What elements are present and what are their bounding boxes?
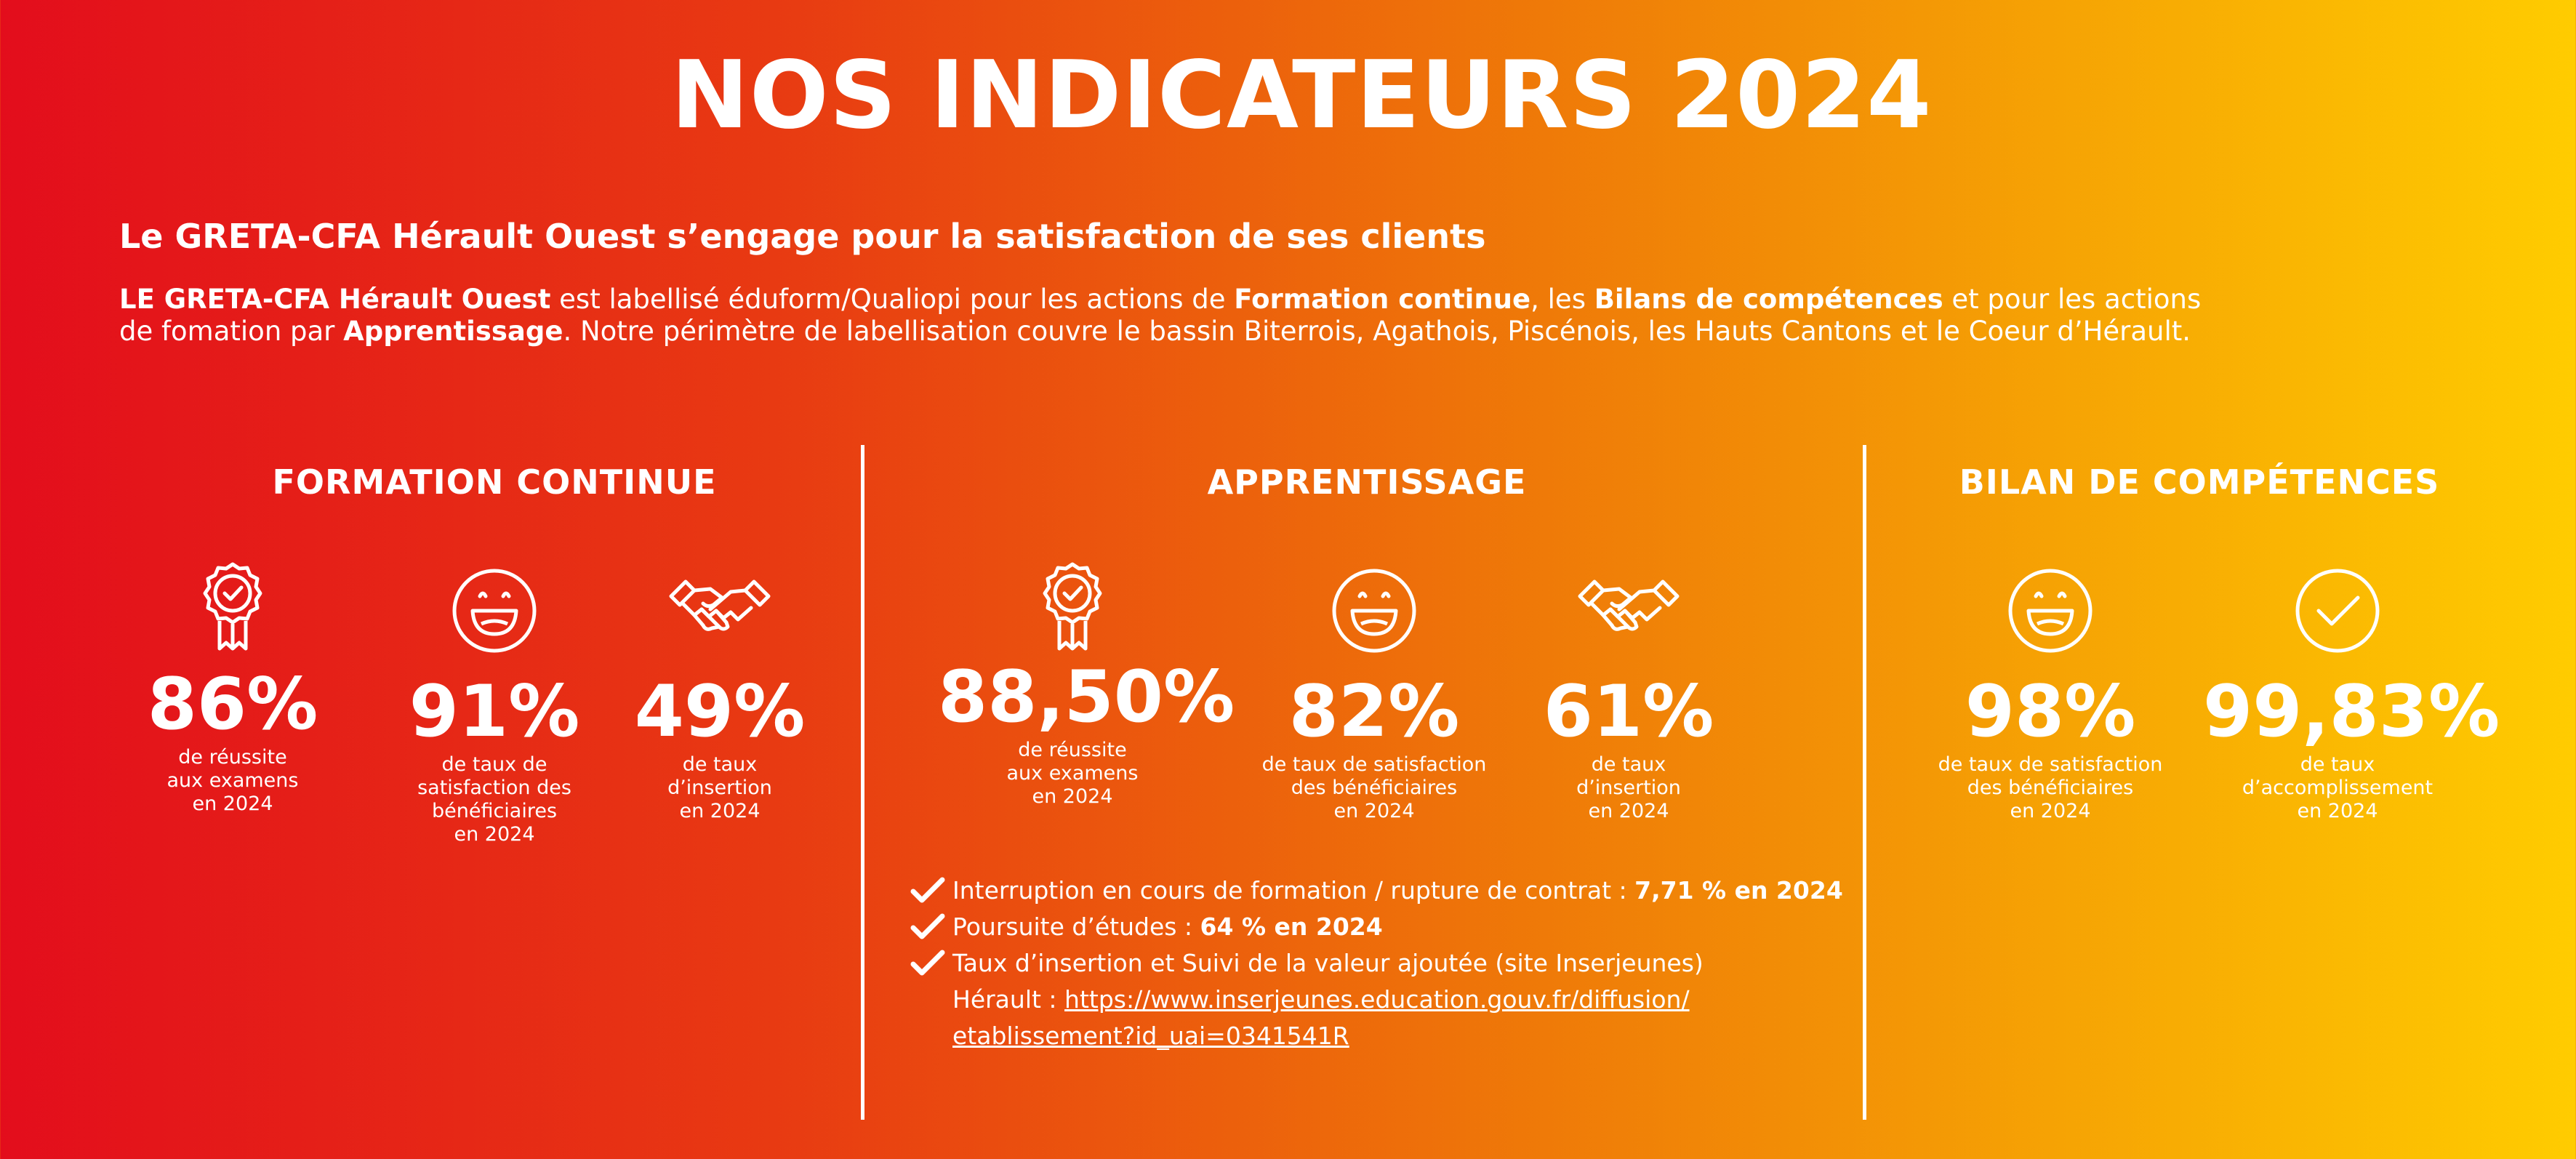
column-divider (861, 445, 864, 1120)
intro-text: est labellisé éduform/Qualiopi pour les … (550, 284, 1235, 315)
intro-org: LE GRETA-CFA Hérault Ouest (119, 284, 551, 315)
stat-value: 49% (634, 670, 806, 753)
intro-text: , les (1530, 284, 1594, 315)
desc-line: des bénéficiaires (1967, 777, 2134, 799)
desc-line: aux examens (1006, 762, 1139, 785)
desc-line: de taux de (441, 753, 547, 776)
desc-line: d’insertion (667, 777, 772, 799)
check-value: 64 % en 2024 (1200, 913, 1383, 941)
page-subtitle: Le GRETA-CFA Hérault Ouest s’engage pour… (119, 217, 1486, 256)
check-text: Taux d’insertion et Suivi de la valeur a… (952, 949, 1704, 977)
stat-value: 98% (1965, 670, 2136, 753)
intro-text: et pour les actions de fomation par (119, 284, 2202, 347)
stat-fc-insertion: 49% de taux d’insertion en 2024 (611, 574, 829, 823)
smiley-icon (452, 569, 537, 653)
column-divider (1863, 445, 1866, 1120)
check-icon (910, 877, 945, 903)
desc-line: de taux de satisfaction (1938, 753, 2163, 776)
stat-description: de taux de satisfaction des bénéficiaire… (1934, 753, 2167, 823)
desc-line: en 2024 (2297, 800, 2378, 822)
stat-bilan-satisfaction: 98% de taux de satisfaction des bénéfici… (1934, 567, 2167, 823)
inserjeunes-link[interactable]: https://www.inserjeunes.education.gouv.f… (1064, 985, 1690, 1014)
desc-line: en 2024 (454, 823, 535, 846)
stat-value: 99,83% (2203, 670, 2500, 753)
stat-fc-satisfaction: 91% de taux de satisfaction des bénéfici… (378, 567, 611, 846)
desc-line: en 2024 (1588, 800, 1669, 822)
desc-line: de taux (682, 753, 758, 776)
desc-line: des bénéficiaires (1291, 777, 1458, 799)
check-item: Poursuite d’études : 64 % en 2024 (907, 909, 1843, 945)
desc-line: en 2024 (1032, 785, 1113, 808)
stat-description: de réussite aux examens en 2024 (116, 746, 349, 816)
heading-bilan: BILAN DE COMPÉTENCES (1959, 462, 2440, 502)
inserjeunes-link-cont[interactable]: etablissement?id_uai=0341541R (952, 1022, 1349, 1050)
check-circle-icon (2295, 569, 2380, 653)
desc-line: de réussite (178, 746, 287, 769)
desc-line: d’insertion (1576, 777, 1681, 799)
desc-line: de réussite (1018, 739, 1127, 761)
intro-bilans: Bilans de compétences (1594, 284, 1943, 315)
link-prefix: Hérault : (952, 985, 1065, 1014)
check-text: Interruption en cours de formation / rup… (952, 876, 1635, 905)
check-icon (910, 950, 945, 976)
check-text: Poursuite d’études : (952, 913, 1200, 941)
stat-app-satisfaction: 82% de taux de satisfaction des bénéfici… (1251, 567, 1498, 823)
stat-value: 88,50% (938, 656, 1235, 739)
stat-value: 82% (1288, 670, 1460, 753)
intro-formation-continue: Formation continue (1234, 284, 1531, 315)
apprentissage-checklist: Interruption en cours de formation / rup… (907, 873, 1843, 1054)
intro-text: . Notre périmètre de labellisation couvr… (563, 316, 2191, 347)
check-value: 7,71 % en 2024 (1634, 876, 1843, 905)
stat-description: de taux d’insertion en 2024 (1520, 753, 1738, 823)
award-ribbon-icon (1043, 562, 1102, 651)
page-title: NOS INDICATEURS 2024 (670, 41, 1933, 150)
check-item: Interruption en cours de formation / rup… (907, 873, 1843, 909)
stat-app-insertion: 61% de taux d’insertion en 2024 (1520, 574, 1738, 823)
check-item: Taux d’insertion et Suivi de la valeur a… (907, 945, 1843, 1054)
heading-apprentissage: APPRENTISSAGE (1207, 462, 1527, 502)
check-icon (910, 913, 945, 939)
desc-line: de taux (1591, 753, 1666, 776)
stat-description: de taux d’insertion en 2024 (611, 753, 829, 823)
desc-line: en 2024 (2010, 800, 2091, 822)
heading-formation-continue: FORMATION CONTINUE (272, 462, 717, 502)
smiley-icon (2008, 569, 2093, 653)
desc-line: en 2024 (192, 793, 273, 815)
stat-value: 61% (1543, 670, 1714, 753)
desc-line: satisfaction des (417, 777, 571, 799)
stat-fc-reussite: 86% de réussite aux examens en 2024 (116, 560, 349, 816)
intro-apprentissage: Apprentissage (343, 316, 563, 347)
smiley-icon (1332, 569, 1416, 653)
desc-line: en 2024 (679, 800, 761, 822)
intro-paragraph: LE GRETA-CFA Hérault Ouest est labellisé… (119, 284, 2213, 348)
stat-description: de taux de satisfaction des bénéficiaire… (1251, 753, 1498, 823)
stat-description: de taux de satisfaction des bénéficiaire… (378, 753, 611, 846)
award-ribbon-icon (203, 562, 262, 651)
desc-line: bénéficiaires (431, 800, 558, 822)
stat-description: de réussite aux examens en 2024 (938, 739, 1207, 809)
stat-value: 86% (147, 663, 318, 746)
desc-line: aux examens (166, 769, 299, 792)
handshake-icon (1578, 580, 1680, 631)
stat-description: de taux d’accomplissement en 2024 (2203, 753, 2472, 823)
desc-line: en 2024 (1333, 800, 1415, 822)
handshake-icon (669, 580, 771, 631)
desc-line: de taux (2300, 753, 2375, 776)
desc-line: de taux de satisfaction (1261, 753, 1487, 776)
stat-bilan-accomplissement: 99,83% de taux d’accomplissement en 2024 (2203, 567, 2500, 823)
stat-value: 91% (409, 670, 580, 753)
desc-line: d’accomplissement (2242, 777, 2433, 799)
stat-app-reussite: 88,50% de réussite aux examens en 2024 (938, 560, 1235, 809)
